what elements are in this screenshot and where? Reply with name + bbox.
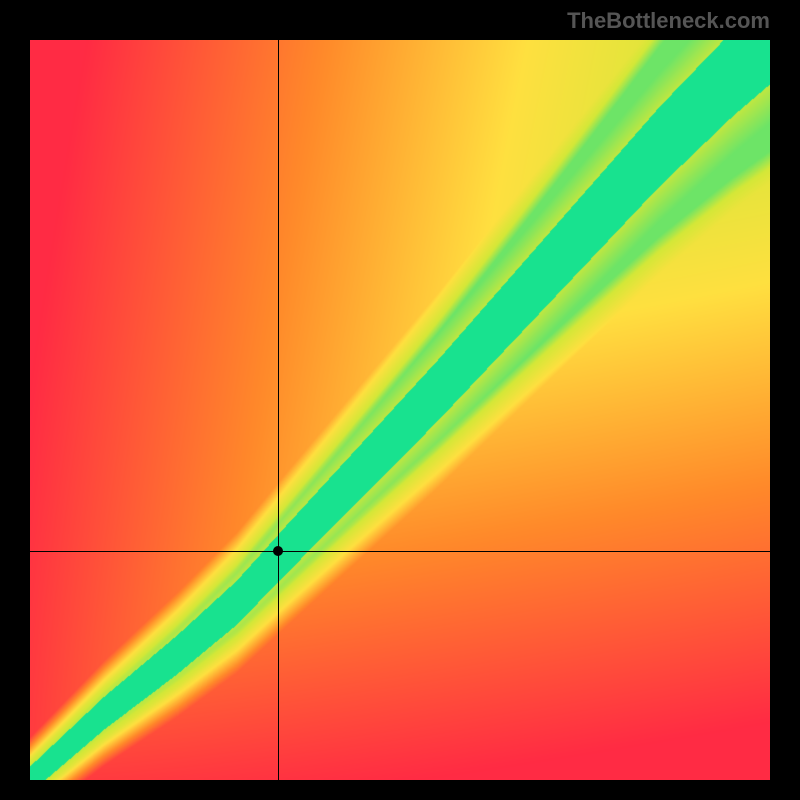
bottleneck-heatmap [30,40,770,780]
heatmap-canvas [30,40,770,780]
crosshair-marker [273,546,283,556]
watermark-text: TheBottleneck.com [567,8,770,34]
crosshair-vertical [278,40,279,780]
crosshair-horizontal [30,551,770,552]
